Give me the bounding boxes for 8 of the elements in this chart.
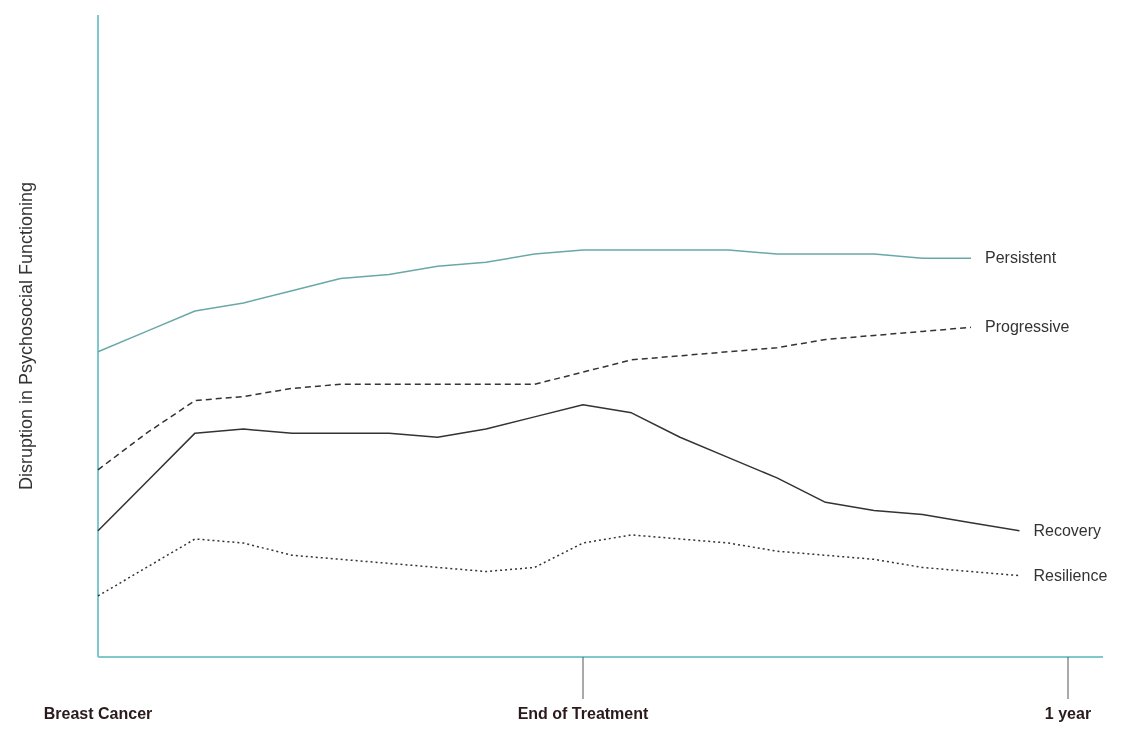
series-label: Resilience [1033,566,1108,584]
series-label: Recovery [1033,521,1102,539]
x-tick-label: 1 year [1044,705,1092,722]
x-tick-label: Breast Cancer [43,705,153,722]
series-label: Progressive [985,318,1070,336]
y-axis-title: Disruption in Psychosocial Functioning [16,181,36,491]
series-label: Persistent [985,249,1057,267]
x-tick-label: End of Treatment [517,705,650,722]
